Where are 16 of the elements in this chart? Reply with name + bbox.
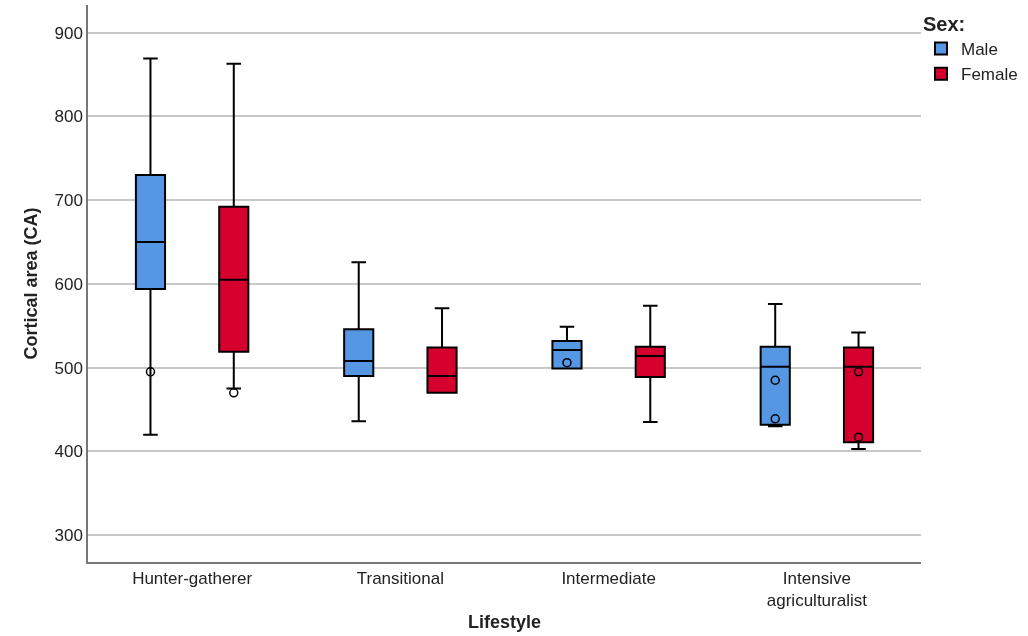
y-tick-label: 800: [54, 107, 83, 127]
legend-label: Female: [961, 65, 1018, 85]
y-tick-label: 300: [54, 526, 83, 546]
x-tick-label: Intensive agriculturalist: [766, 569, 868, 611]
y-tick-label: 900: [54, 23, 83, 43]
x-axis-title: Lifestyle: [467, 611, 542, 632]
x-tick-label: Intermediate: [561, 569, 656, 589]
y-tick-label: 500: [54, 358, 83, 378]
x-tick-label: Transitional: [356, 569, 445, 589]
legend-label: Male: [961, 40, 998, 60]
y-tick-label: 400: [54, 442, 83, 462]
y-axis-title: Cortical area (CA): [21, 207, 42, 360]
legend-title: Sex:: [923, 13, 966, 35]
x-tick-label: Hunter-gatherer: [132, 569, 253, 589]
y-tick-label: 700: [54, 191, 83, 211]
y-tick-label: 600: [54, 274, 83, 294]
